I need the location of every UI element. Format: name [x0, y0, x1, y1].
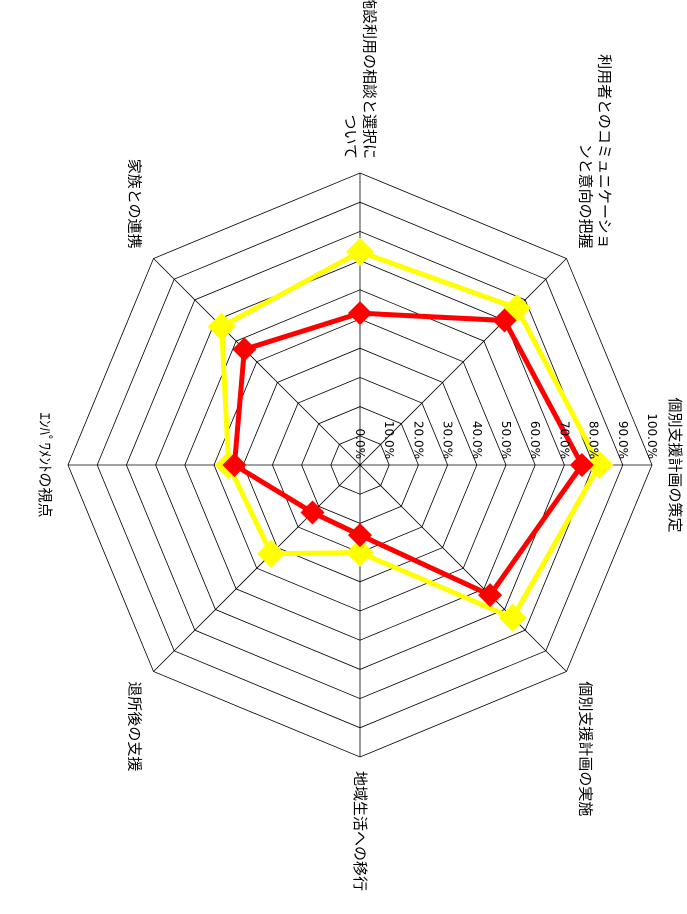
- tick-label: 20.0%: [411, 421, 425, 459]
- tick-label: 10.0%: [382, 421, 396, 459]
- tick-label: 80.0%: [587, 421, 601, 459]
- axis-label-line: 退所後の支援: [126, 681, 144, 771]
- tick-label: 0.0%: [353, 429, 367, 460]
- tick-label: 90.0%: [616, 421, 630, 459]
- spoke-line: [153, 464, 361, 672]
- data-point: [232, 337, 257, 362]
- axis-label: 施設利用の相談と選択について: [342, 0, 379, 159]
- axis-label-line: 個別支援計画の策定: [666, 397, 684, 532]
- axis-label: 利用者とのコミュニケーションと意向の把握: [576, 54, 613, 249]
- spoke-line: [153, 258, 361, 466]
- data-point: [348, 523, 372, 548]
- axis-label-line: 家族との連携: [126, 159, 144, 249]
- axis-label: 家族との連携: [126, 159, 144, 249]
- data-point: [346, 237, 374, 266]
- spoke-line: [359, 258, 567, 466]
- tick-label: 70.0%: [557, 421, 571, 459]
- axis-label-line: ついて: [342, 114, 360, 159]
- data-point: [222, 453, 247, 477]
- axis-label-line: 地域生活への移行: [351, 771, 369, 891]
- plot-area: 0.0% 10.0% 20.0% 30.0% 40.0% 50.0% 60.0% 70.0% 8…: [36, 0, 684, 891]
- axis-label-line: ンと意向の把握: [576, 144, 594, 249]
- axis-label: 個別支援計画の実施: [576, 681, 594, 816]
- data-point: [348, 301, 372, 326]
- axis-label-line: 利用者とのコミュニケーショ: [595, 54, 613, 249]
- axis-label-line: ｴﾝﾊﾟﾜﾒﾝﾄの視点: [36, 412, 54, 517]
- tick-label: 40.0%: [470, 421, 484, 459]
- data-point: [585, 451, 614, 479]
- data-point: [498, 603, 527, 632]
- data-point: [492, 308, 517, 333]
- spoke-line: [359, 464, 567, 672]
- axis-label: 退所後の支援: [126, 681, 144, 771]
- tick-label: 100.0%: [645, 413, 659, 459]
- axis-label: 個別支援計画の策定: [666, 397, 684, 532]
- axis-label-line: 個別支援計画の実施: [576, 681, 594, 816]
- axis-label: 地域生活への移行: [351, 771, 369, 891]
- axis-label-line: 施設利用の相談と選択に: [361, 0, 379, 159]
- tick-label: 30.0%: [441, 421, 455, 459]
- axis-label: ｴﾝﾊﾟﾜﾒﾝﾄの視点: [36, 412, 54, 517]
- tick-label: 60.0%: [528, 421, 542, 459]
- tick-label: 50.0%: [499, 421, 513, 459]
- tick-labels: 0.0% 10.0% 20.0% 30.0% 40.0% 50.0% 60.0% 70.0% 8…: [353, 413, 659, 459]
